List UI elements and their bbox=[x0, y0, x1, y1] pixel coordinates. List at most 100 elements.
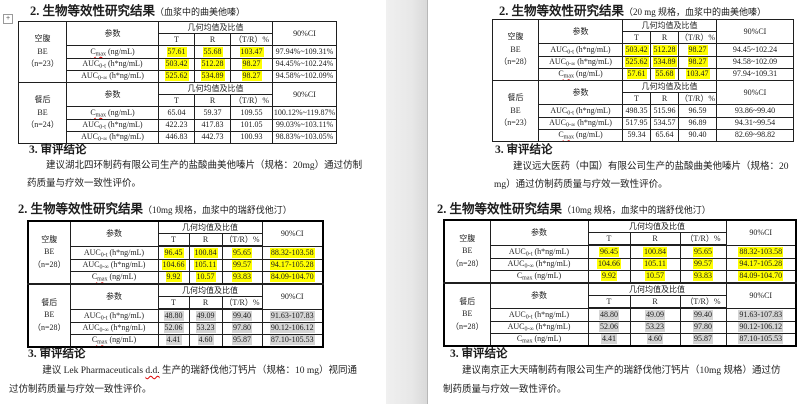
ratio-value-cell: 99.57 bbox=[221, 258, 263, 272]
value: 109.55 bbox=[240, 107, 263, 117]
be-group-cell: 空腹 BE （n=28） bbox=[492, 19, 539, 81]
sub-column-header: T bbox=[158, 94, 195, 108]
sub-column-header: R bbox=[650, 92, 679, 106]
param-cell: Cmax (ng/mL) bbox=[66, 45, 159, 59]
be-group-cell: 空腹 BE （n=28） bbox=[443, 219, 491, 284]
ci-value-cell: 91.63-107.83 bbox=[261, 308, 324, 323]
group-label-line: （n=28） bbox=[499, 57, 532, 67]
table-row: Cmax (ng/mL) 4.41 4.60 95.87 87.10-105.53 bbox=[444, 332, 797, 347]
value: 55.68 bbox=[654, 69, 675, 80]
r-value-cell: 55.68 bbox=[650, 67, 679, 81]
param-cell: AUC0-t (h*ng/mL) bbox=[69, 245, 159, 260]
ci-value: 84.09-104.70 bbox=[269, 272, 315, 283]
section2-heading-label: 2. 生物等效性研究结果 bbox=[499, 4, 625, 18]
value: 48.80 bbox=[163, 310, 184, 321]
ci-value: 98.83%~103.05% bbox=[275, 132, 334, 142]
param-name: AUC0-t bbox=[550, 105, 574, 117]
group-label-line: 餐后 bbox=[507, 93, 524, 103]
table-row: AUC0-t (h*ng/mL) 498.35 515.96 96.59 93.86~9… bbox=[493, 104, 794, 118]
section3-heading: 3. 审评结论 bbox=[450, 348, 508, 360]
group-label-line: BE bbox=[37, 107, 48, 117]
value: 55.68 bbox=[202, 46, 223, 57]
value: 446.83 bbox=[165, 132, 188, 142]
value: 59.37 bbox=[203, 107, 222, 117]
be-group-cell: 餐后 BE （n=24） bbox=[18, 81, 67, 144]
group-label-line: BE bbox=[510, 105, 521, 115]
param-cell: AUC0-t (h*ng/mL) bbox=[69, 308, 159, 323]
r-value-cell: 10.57 bbox=[629, 269, 681, 284]
value: 52.06 bbox=[599, 322, 619, 333]
geomean-column-header: 几何均值及比值 bbox=[622, 79, 717, 94]
group-label-line: BE bbox=[37, 46, 48, 56]
group-label-line: （n=23） bbox=[26, 59, 59, 69]
conclusion-text: 生产的瑞舒伐他汀钙片（规格：10 mg）视同通过仿制药质量与疗效一致性评价。 bbox=[9, 366, 358, 395]
table-header-row: 餐后 BE （n=28） 参数 几何均值及比值 90%CI bbox=[27, 282, 324, 348]
value: 97.80 bbox=[693, 322, 713, 333]
table-move-handle-icon[interactable]: + bbox=[3, 14, 13, 24]
ci-value-cell: 91.63-107.83 bbox=[725, 307, 797, 322]
ci-value-cell: 99.03%~103.11% bbox=[272, 118, 337, 132]
table-subheader-row: T R （T/R）% bbox=[493, 92, 794, 106]
group-label-line: （n=28） bbox=[32, 322, 66, 332]
param-cell: Cmax (ng/mL) bbox=[69, 333, 159, 348]
param-cell: AUC0-t (h*ng/mL) bbox=[538, 43, 623, 57]
ci-value: 97.94%~109.31% bbox=[275, 46, 334, 56]
value: 498.35 bbox=[625, 105, 648, 115]
ci-value: 94.58~102.09 bbox=[732, 57, 778, 67]
ci-value-cell: 100.12%~119.87% bbox=[272, 106, 337, 120]
param-column-header: 参数 bbox=[66, 81, 159, 108]
param-name: AUC0-∞ bbox=[82, 323, 109, 334]
table-row: AUC0-∞ (h*ng/mL) 104.66 105.11 99.57 94.17-1… bbox=[28, 258, 324, 272]
ci-value-cell: 97.94%~109.31% bbox=[272, 45, 337, 59]
sub-column-header: （T/R）% bbox=[679, 295, 727, 310]
ci-value-cell: 94.45~102.24 bbox=[716, 43, 794, 57]
value: 101.05 bbox=[240, 120, 263, 130]
section2-heading-note: （10mg 规格，血浆中的瑞舒伐他汀） bbox=[143, 205, 292, 215]
value: 49.09 bbox=[195, 310, 216, 321]
t-value-cell: 48.80 bbox=[157, 308, 190, 323]
geomean-column-header: 几何均值及比值 bbox=[158, 81, 273, 96]
sub-column-header: R bbox=[188, 233, 223, 248]
ci-value: 94.58%~102.09% bbox=[275, 71, 334, 81]
ratio-value-cell: 101.05 bbox=[230, 118, 273, 132]
ci-value-cell: 94.17-105.28 bbox=[725, 257, 797, 271]
ratio-value-cell: 99.40 bbox=[221, 308, 263, 323]
param-cell: Cmax (ng/mL) bbox=[66, 106, 159, 120]
conclusion-bl: 建议 Lek Pharmaceuticals d.d. 生产的瑞舒伐他汀钙片（规… bbox=[9, 362, 366, 399]
ci-value: 91.63-107.83 bbox=[269, 310, 315, 321]
param-column-header: 参数 bbox=[489, 219, 589, 246]
ci-column-header: 90%CI bbox=[261, 282, 324, 310]
param-cell: AUC0-t (h*ng/mL) bbox=[489, 307, 589, 322]
sub-column-header: （T/R）% bbox=[679, 232, 727, 247]
r-value-cell: 4.60 bbox=[629, 332, 681, 347]
table-row: AUC0-t (h*ng/mL) 96.45 100.84 95.65 88.32-10… bbox=[28, 245, 324, 260]
value: 503.42 bbox=[164, 59, 189, 70]
t-value-cell: 446.83 bbox=[158, 130, 195, 144]
section2-heading: 2. 生物等效性研究结果（20 mg 规格，血浆中的曲美他嗪） bbox=[499, 4, 766, 19]
param-name: Cmax bbox=[558, 130, 574, 141]
group-label-line: （n=24） bbox=[26, 120, 59, 130]
value: 96.45 bbox=[163, 247, 184, 258]
value: 4.60 bbox=[647, 334, 663, 345]
value: 104.66 bbox=[161, 260, 186, 271]
ci-value: 82.69~98.82 bbox=[734, 130, 776, 140]
value: 9.92 bbox=[165, 272, 182, 283]
t-value-cell: 422.23 bbox=[158, 118, 195, 132]
table-header-row: 餐后 BE （n=23） 参数 几何均值及比值 90%CI bbox=[492, 79, 794, 142]
ci-value: 90.12-106.12 bbox=[269, 323, 315, 334]
table-row: Cmax (ng/mL) 57.61 55.68 103.47 97.94%~109.3… bbox=[19, 45, 337, 59]
param-cell: AUC0-∞ (h*ng/mL) bbox=[66, 69, 159, 83]
t-value-cell: 52.06 bbox=[157, 321, 190, 335]
value: 57.61 bbox=[626, 69, 647, 80]
table-header-row: 餐后 BE （n=28） 参数 几何均值及比值 90%CI bbox=[443, 281, 797, 347]
sub-column-header: R bbox=[194, 33, 231, 47]
t-value-cell: 9.92 bbox=[157, 270, 190, 285]
value: 57.61 bbox=[166, 46, 187, 57]
param-name: Cmax bbox=[90, 46, 106, 58]
table-subheader-row: T R （T/R）% bbox=[28, 296, 323, 311]
r-value-cell: 534.89 bbox=[650, 55, 679, 69]
param-cell: AUC0-∞ (h*ng/mL) bbox=[69, 258, 159, 272]
section2-heading-label: 2. 生物等效性研究结果 bbox=[18, 202, 144, 216]
t-value-cell: 96.45 bbox=[157, 245, 190, 260]
section3-heading: 3. 审评结论 bbox=[495, 144, 553, 156]
